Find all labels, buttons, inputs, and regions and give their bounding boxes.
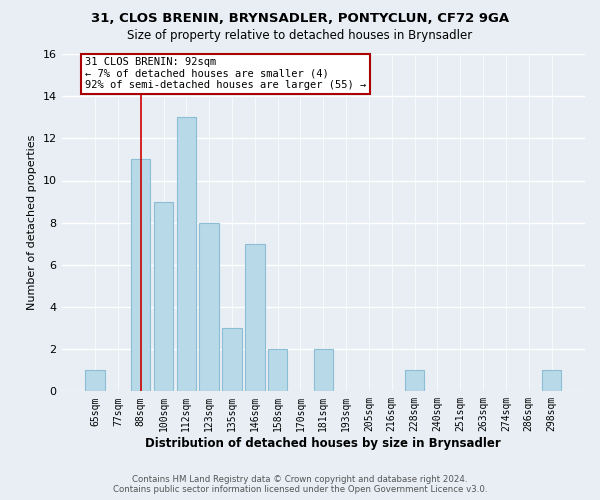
Text: 31 CLOS BRENIN: 92sqm
← 7% of detached houses are smaller (4)
92% of semi-detach: 31 CLOS BRENIN: 92sqm ← 7% of detached h…: [85, 57, 366, 90]
Bar: [268, 349, 287, 392]
Bar: [131, 160, 151, 392]
Text: Size of property relative to detached houses in Brynsadler: Size of property relative to detached ho…: [127, 29, 473, 42]
Bar: [405, 370, 424, 392]
Text: Contains public sector information licensed under the Open Government Licence v3: Contains public sector information licen…: [113, 485, 487, 494]
Bar: [154, 202, 173, 392]
Y-axis label: Number of detached properties: Number of detached properties: [27, 135, 37, 310]
Text: Contains HM Land Registry data © Crown copyright and database right 2024.: Contains HM Land Registry data © Crown c…: [132, 475, 468, 484]
Bar: [176, 117, 196, 392]
Bar: [314, 349, 333, 392]
Bar: [85, 370, 105, 392]
Bar: [245, 244, 265, 392]
Bar: [542, 370, 561, 392]
X-axis label: Distribution of detached houses by size in Brynsadler: Distribution of detached houses by size …: [145, 437, 501, 450]
Bar: [222, 328, 242, 392]
Bar: [199, 222, 219, 392]
Text: 31, CLOS BRENIN, BRYNSADLER, PONTYCLUN, CF72 9GA: 31, CLOS BRENIN, BRYNSADLER, PONTYCLUN, …: [91, 12, 509, 26]
